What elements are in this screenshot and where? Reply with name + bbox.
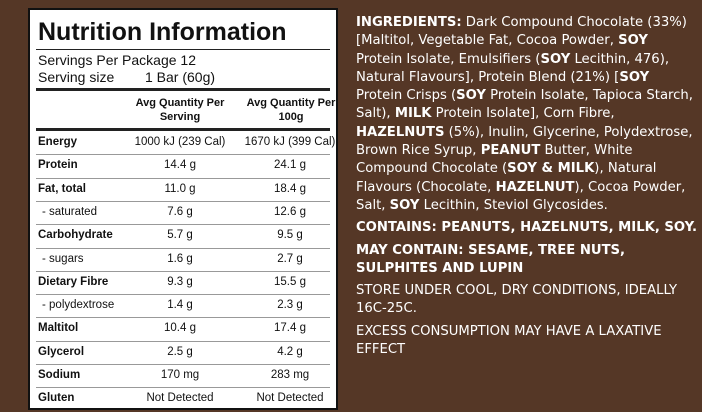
per-serving: 9.3 g [167,275,193,288]
row-label: Glycerol [38,345,85,358]
ingredient-text: Dark Compound Chocolate (33%) [Maltitol,… [356,15,687,49]
ingredients-label: INGREDIENTS: [356,15,462,30]
per-100g: 17.4 g [274,322,306,335]
ingredient-text: SOY [618,33,648,49]
per-serving: 170 mg [160,369,200,381]
row-label: Protein [38,159,78,172]
row-label: Maltitol [38,322,79,335]
row-divider [36,364,330,365]
ingredient-text: ), Cocoa Powder, Salt, [356,179,686,213]
ingredient-text: SOY & MILK [507,161,595,177]
per-100g: 12.6 g [274,205,306,218]
per-100g: 2.7 g [277,252,303,265]
row-divider [36,154,330,156]
storage: STORE UNDER COOL, DRY CONDITIONS, IDEALL… [356,283,678,317]
per-serving: 1.4 g [167,299,193,312]
row-divider [36,317,330,319]
ingredient-text: Protein Isolate, Tapioca Starch, Salt), [356,88,693,122]
per-serving: 1000 kJ (239 Cal) [134,136,226,148]
row-label: - polydextrose [42,299,115,312]
per-serving: 5.7 g [167,229,193,242]
column-header: Avg Quantity Per Serving [135,97,225,123]
row-label: Fat, total [38,182,86,195]
label-text: INGREDIENTS: Dark Compound Chocolate (33… [356,14,698,363]
per-100g: 24.1 g [274,159,306,172]
per-serving: 14.4 g [164,159,196,172]
ingredient-text: SOY [389,197,420,213]
may-contain: MAY CONTAIN: SESAME, TREE NUTS, SULPHITE… [356,242,626,276]
per-100g: 9.5 g [277,229,303,242]
per-serving: 1.6 g [167,252,193,265]
row-label: Dietary Fibre [38,275,109,288]
row-divider [36,387,330,389]
per-100g: 283 mg [270,369,310,381]
per-serving: Not Detected [146,392,214,405]
row-label: Energy [38,136,77,148]
ingredient-text: Protein Isolate], Corn Fibre, [431,106,615,122]
ingredient-text: SOY [619,69,650,85]
warning: EXCESS CONSUMPTION MAY HAVE A LAXATIVE E… [356,323,662,358]
ingredient-text: SOY [456,88,486,104]
ingredient-text: Protein Isolate, Emulsifiers ( [356,51,541,67]
divider [36,88,330,91]
ingredient-text: PEANUT [480,143,541,159]
ingredient-text: ), Natural Flavours (Chocolate, [356,161,657,195]
per-serving: 2.5 g [167,345,193,358]
per-serving: 7.6 g [167,205,193,218]
divider [36,49,330,50]
ingredient-text: MILK [394,106,432,122]
per-100g: 18.4 g [274,182,306,195]
column-header: Avg Quantity Per 100g [246,97,336,123]
nutrition-panel: Nutrition Information Servings Per Packa… [28,8,338,410]
row-divider [36,224,330,226]
row-divider [36,177,330,179]
row-divider [36,200,330,202]
row-label: Carbohydrate [38,229,113,242]
ingredient-text: Lecithin, Steviol Glycosides. [419,197,608,213]
per-100g: Not Detected [256,392,324,405]
per-100g: 4.2 g [277,345,303,358]
ingredient-text: Lecithin, 476), Natural Flavours], Prote… [356,51,670,85]
ingredient-text: Protein Crisps ( [356,88,457,104]
ingredient-text: SOY [540,51,571,67]
row-label: - saturated [42,205,97,218]
serving-size: 1 Bar (60g) [145,69,216,85]
servings: Servings Per Package 12 [38,52,196,68]
per-100g: 15.5 g [274,275,306,288]
per-100g: 1670 kJ (399 Cal) [244,136,336,148]
ingredient-text: Butter, White Compound Chocolate ( [356,143,633,177]
panel-title: Nutrition Information [38,18,287,46]
per-serving: 11.0 g [164,182,196,195]
row-label: - sugars [42,252,84,265]
ingredient-text: (5%), Inulin, Glycerine, Polydextrose, B… [356,124,693,159]
row-label: Gluten [38,392,75,405]
ingredients: INGREDIENTS: Dark Compound Chocolate (33… [356,14,698,215]
per-serving: 10.4 g [164,322,196,335]
serving-size-label: Serving size [38,69,115,85]
row-divider [36,270,330,272]
row-divider [36,340,330,342]
row-divider [36,247,330,249]
divider [36,128,330,131]
contains: CONTAINS: PEANUTS, HAZELNUTS, MILK, SOY. [356,220,698,236]
ingredient-text: HAZELNUT [495,179,575,195]
row-divider [36,294,330,296]
ingredient-text: HAZELNUTS [356,124,445,140]
row-label: Sodium [38,369,81,381]
per-100g: 2.3 g [277,299,303,312]
